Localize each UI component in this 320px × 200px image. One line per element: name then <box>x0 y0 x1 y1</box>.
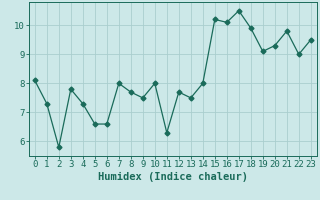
X-axis label: Humidex (Indice chaleur): Humidex (Indice chaleur) <box>98 172 248 182</box>
